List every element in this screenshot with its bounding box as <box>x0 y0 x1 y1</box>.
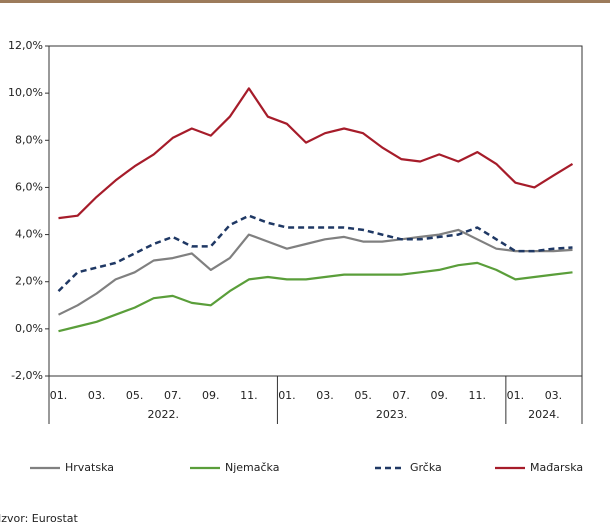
x-tick-label: 11. <box>469 389 487 402</box>
year-label: 2024. <box>528 408 560 421</box>
series-line <box>58 87 574 220</box>
x-tick-label: 07. <box>164 389 182 402</box>
series-line <box>57 214 573 292</box>
x-tick-label: 01. <box>50 389 68 402</box>
legend-label: Mađarska <box>530 461 583 474</box>
series-line <box>58 261 573 333</box>
source: Izvor: Eurostat <box>0 512 79 525</box>
y-tick-label: 10,0% <box>8 86 43 99</box>
x-tick-label: 09. <box>202 389 220 402</box>
y-tick-label: -2,0% <box>11 369 43 382</box>
y-tick-label: 0,0% <box>15 322 43 335</box>
y-tick-label: 4,0% <box>15 228 43 241</box>
series-line <box>58 228 573 316</box>
legend-label: Grčka <box>410 461 442 474</box>
y-tick-label: 8,0% <box>15 133 43 146</box>
x-tick-label: 01. <box>278 389 296 402</box>
top-bar <box>0 0 610 3</box>
y-tick-label: 12,0% <box>8 39 43 52</box>
year-label: 2023. <box>376 408 408 421</box>
x-tick-label: 03. <box>88 389 106 402</box>
y-tick-label: 6,0% <box>15 180 43 193</box>
x-tick-label: 03. <box>545 389 563 402</box>
x-tick-label: 03. <box>316 389 334 402</box>
x-tick-label: 11. <box>240 389 258 402</box>
x-tick-label: 05. <box>354 389 372 402</box>
x-tick-label: 07. <box>392 389 410 402</box>
plot-frame <box>48 45 583 377</box>
y-tick-label: 2,0% <box>15 275 43 288</box>
year-label: 2022. <box>147 408 179 421</box>
legend-label: Hrvatska <box>65 461 114 474</box>
x-tick-label: 09. <box>430 389 448 402</box>
legend-label: Njemačka <box>225 461 279 474</box>
x-tick-label: 05. <box>126 389 144 402</box>
x-tick-label: 01. <box>507 389 525 402</box>
